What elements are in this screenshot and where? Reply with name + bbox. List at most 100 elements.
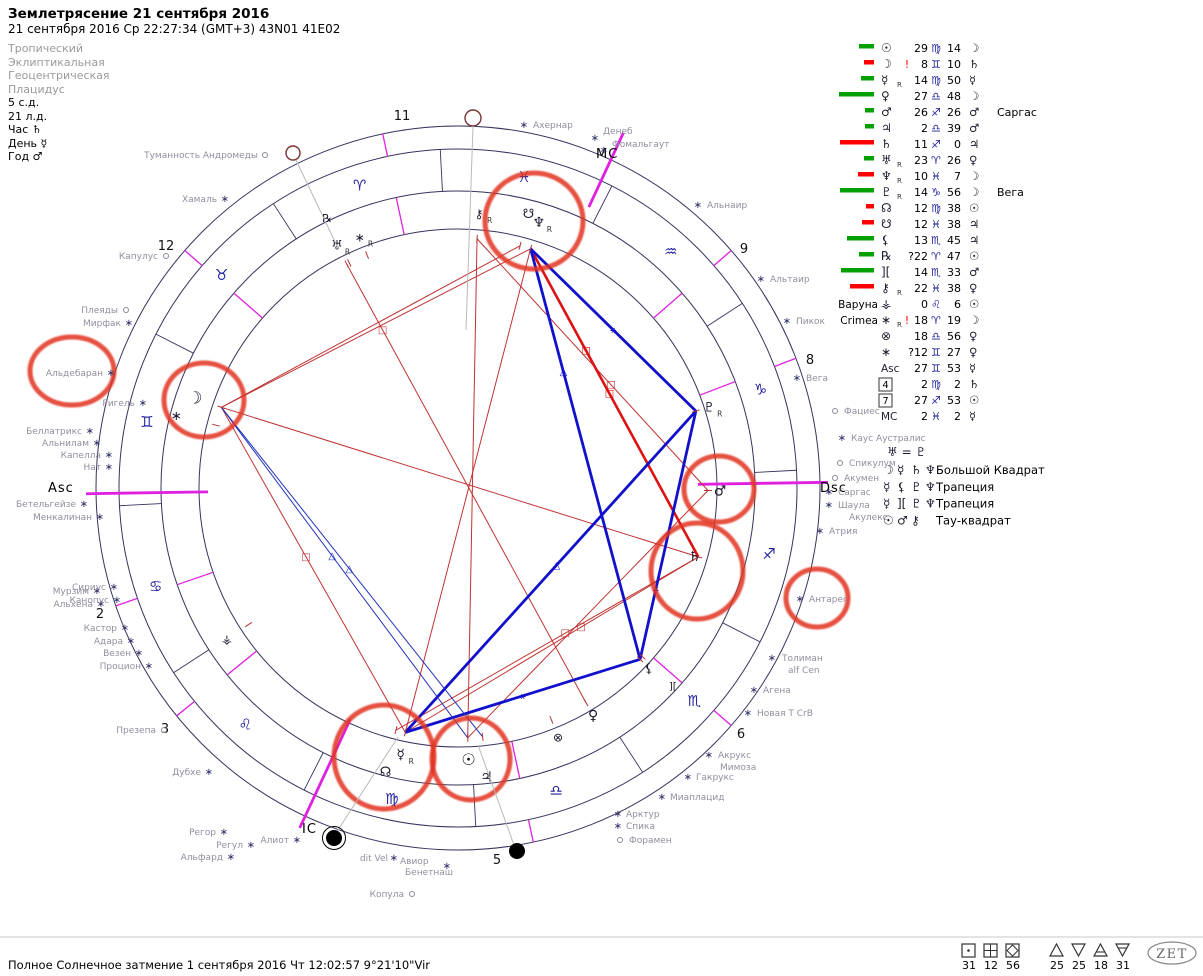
star-label: dit Vel <box>360 854 388 864</box>
table-dispositor: ♀ <box>969 153 977 167</box>
retrograde-flag: R <box>368 239 373 248</box>
aspect-count-value: 56 <box>1006 959 1020 972</box>
star-icon: ∗ <box>614 821 622 832</box>
aspect-line-mercury-lilith <box>404 657 641 734</box>
house-number: 11 <box>394 109 411 124</box>
star-label: Альхена <box>54 600 93 610</box>
connector-line <box>465 125 474 331</box>
sign-boundary <box>592 185 613 224</box>
config-symbol: ♆ <box>925 497 936 511</box>
config-label: Тау-квадрат <box>935 513 1011 527</box>
star-icon: ∗ <box>600 145 608 156</box>
zodiac-sign-glyph: ♎ <box>550 781 563 799</box>
table-sign: ♎ <box>931 330 941 343</box>
aspect-line-moon-sun <box>220 407 469 739</box>
planet-proserpina: ][ <box>669 681 677 692</box>
table-degrees: 0 <box>921 298 928 311</box>
speed-bar <box>840 140 874 145</box>
star-label: Миаплацид <box>670 793 724 803</box>
table-dispositor: ♀ <box>969 329 977 343</box>
table-symbol: ♂ <box>881 105 892 119</box>
aspect-marker: ⚹ <box>520 691 526 702</box>
star-label: Плеяды <box>81 306 118 316</box>
star-icon: ∗ <box>614 809 622 820</box>
axis-label-mc: MC <box>596 147 618 162</box>
table-degrees: 2 <box>921 410 928 423</box>
table-degrees: 27 <box>914 90 928 103</box>
aspect-count-value: 31 <box>962 959 976 972</box>
aspect-marker: □ <box>605 389 614 400</box>
star-label: Бетельгейзе <box>16 500 76 510</box>
table-degrees: 2 <box>921 378 928 391</box>
table-dispositor: ☽ <box>969 41 979 55</box>
table-sign: ♍ <box>931 42 941 55</box>
star-icon: ∗ <box>658 792 666 803</box>
star-label: Альнаир <box>707 201 747 211</box>
star-icon: ∗ <box>684 772 692 783</box>
speed-bar <box>840 188 874 193</box>
planet-tick <box>639 653 646 660</box>
star-label: Регул <box>216 841 243 851</box>
config-symbol: ⚸ <box>897 480 906 494</box>
connector-line <box>477 744 515 846</box>
star-label: Каус Аустралис <box>851 434 926 444</box>
aspect-count-square-icon <box>1005 943 1020 958</box>
wheel-ring <box>95 125 821 851</box>
star-label: Ахернар <box>533 121 573 131</box>
status-bar-text[interactable]: Полное Солнечное затмение 1 сентября 201… <box>8 958 431 972</box>
star-icon <box>837 460 843 466</box>
star-label: Мирфак <box>83 319 122 329</box>
table-dispositor: ♀ <box>969 281 977 295</box>
table-minutes: 10 <box>947 58 961 71</box>
star-icon <box>832 475 838 481</box>
star-icon: ∗ <box>135 648 143 659</box>
table-minutes: 47 <box>947 250 961 263</box>
table-dispositor: ♂ <box>969 121 979 135</box>
table-symbol: ☿ <box>881 73 888 87</box>
aspect-line-mercury-pluto <box>404 410 697 734</box>
exact-mark: ! <box>905 314 909 327</box>
setting-item: Тропический <box>8 42 84 55</box>
house-cusp-line <box>527 819 534 843</box>
aspect-marker: □ <box>301 552 310 563</box>
speed-bar <box>861 76 874 81</box>
table-symbol: ⊗ <box>881 329 891 343</box>
table-minutes: 56 <box>947 186 961 199</box>
aspect-marker: □ <box>581 345 590 356</box>
axis-label-asc: Asc <box>48 481 74 496</box>
table-retro-flag: R <box>897 321 902 329</box>
table-symbol: ⚶ <box>881 297 891 311</box>
star-icon: ∗ <box>86 426 94 437</box>
aspect-line-sun-chiron <box>467 238 478 738</box>
star-icon: ∗ <box>591 133 599 144</box>
planet-neptune: ♆ <box>532 215 545 231</box>
table-symbol: ][ <box>881 265 890 279</box>
star-label: Хамаль <box>182 195 217 205</box>
table-degrees: 27 <box>914 362 928 375</box>
table-minutes: 2 <box>954 410 961 423</box>
aspect-marker: □ <box>606 380 615 391</box>
planet-varuna: ⚶ <box>222 633 232 647</box>
table-sign: ♊ <box>931 58 941 71</box>
square-cross <box>984 944 997 957</box>
planet-tick <box>244 621 253 628</box>
table-dispositor: ☉ <box>969 201 979 215</box>
sign-boundary <box>706 302 743 327</box>
table-dispositor: ☉ <box>969 393 979 407</box>
star-icon <box>161 727 167 733</box>
planet-moon: ☽ <box>187 388 202 408</box>
star-label: Беллатрикс <box>26 427 82 437</box>
aspect-marker: △ <box>553 560 561 571</box>
zet-logo-text: ZET <box>1156 947 1188 962</box>
setting-item: День ☿ <box>8 136 48 150</box>
house-cusp-line <box>395 197 405 235</box>
star-icon: ∗ <box>139 398 147 409</box>
aspect-count-triangle-icon <box>1048 942 1065 957</box>
table-minutes: 2 <box>954 378 961 391</box>
house-cusp-line <box>226 650 258 676</box>
setting-item: Час ♄ <box>8 123 42 136</box>
table-dispositor: ☉ <box>969 249 979 263</box>
star-label: Адара <box>94 637 123 647</box>
